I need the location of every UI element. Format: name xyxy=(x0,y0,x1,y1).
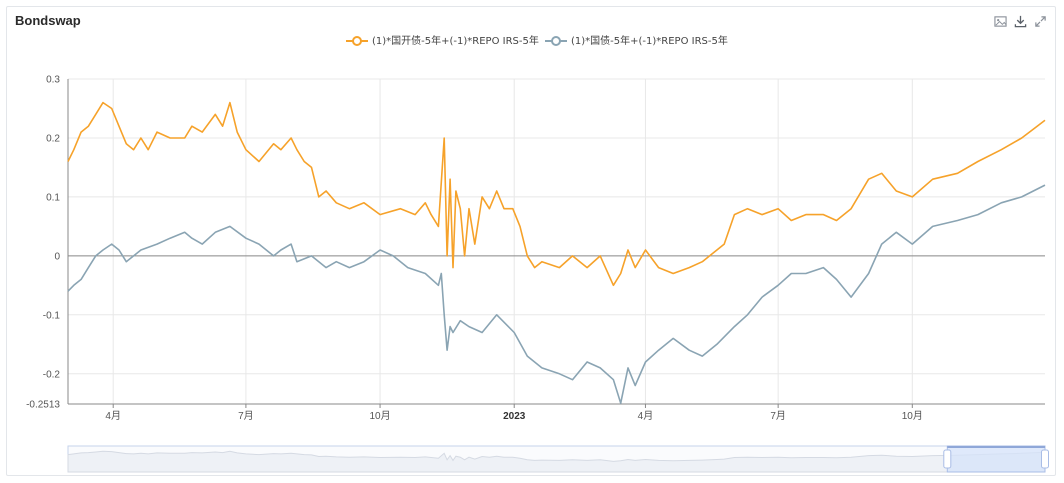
image-save-icon[interactable] xyxy=(993,14,1007,28)
y-tick-label: -0.2 xyxy=(43,369,61,380)
x-tick-label: 7月 xyxy=(770,410,786,422)
chart-panel: Bondswap xyxy=(6,6,1056,476)
y-tick-label: 0.3 xyxy=(46,75,60,86)
legend-item-series-2[interactable]: (1)*国债-5年+(-1)*REPO IRS-5年 xyxy=(545,34,728,47)
x-tick-label: 7月 xyxy=(238,410,254,422)
zoom-window[interactable] xyxy=(946,445,1046,473)
y-tick-label: 0.2 xyxy=(46,133,60,144)
grid-lines xyxy=(68,78,1045,405)
zoom-handle-right[interactable] xyxy=(1041,449,1049,469)
legend-label-series-1: (1)*国开债-5年+(-1)*REPO IRS-5年 xyxy=(372,34,539,47)
chart-toolbox xyxy=(993,14,1047,28)
series-lines xyxy=(67,101,1046,404)
y-tick-label: -0.1 xyxy=(43,310,61,321)
y-tick-label: 0 xyxy=(54,251,60,262)
x-tick-label: 4月 xyxy=(105,410,121,422)
series-line-1 xyxy=(67,101,1046,287)
zoom-handle-left[interactable] xyxy=(943,449,952,469)
chart-legend[interactable]: (1)*国开债-5年+(-1)*REPO IRS-5年 (1)*国债-5年+(-… xyxy=(346,34,728,47)
zoom-preview-area xyxy=(67,450,1046,473)
x-tick-label: 4月 xyxy=(638,410,654,422)
chart-title: Bondswap xyxy=(15,13,81,28)
y-tick-label: -0.2513 xyxy=(26,400,60,411)
data-zoom-slider[interactable] xyxy=(67,445,1049,473)
axes: 0.3 0.2 0.1 0 -0.1 -0.2 -0.2513 4月 7月 10月 2023 4月 7月… xyxy=(26,75,1045,422)
x-tick-label: 10月 xyxy=(369,410,390,422)
x-tick-label: 2023 xyxy=(503,411,526,422)
y-tick-label: 0.1 xyxy=(46,192,60,203)
legend-item-series-1[interactable]: (1)*国开债-5年+(-1)*REPO IRS-5年 xyxy=(346,34,539,47)
x-tick-label: 10月 xyxy=(902,410,923,422)
series-line-2 xyxy=(67,184,1046,404)
download-icon[interactable] xyxy=(1013,14,1027,28)
expand-icon[interactable] xyxy=(1033,14,1047,28)
legend-label-series-2: (1)*国债-5年+(-1)*REPO IRS-5年 xyxy=(571,34,728,47)
